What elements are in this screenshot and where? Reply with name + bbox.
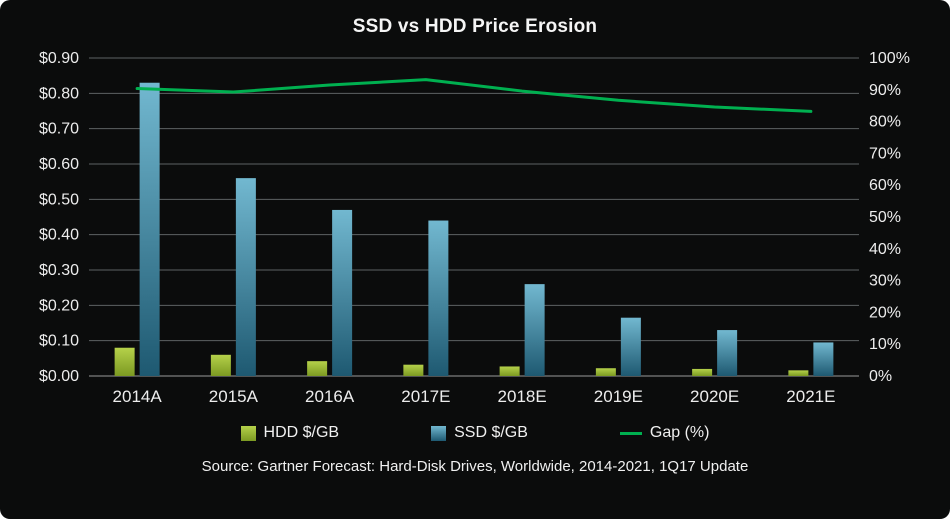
x-axis-label: 2019E [594,387,643,406]
right-axis-label: 60% [869,177,901,194]
ssd-bar [717,330,738,376]
x-axis-label: 2014A [113,387,163,406]
ssd-bar [524,284,545,376]
gap-line [135,78,813,113]
right-axis-label: 20% [869,304,901,321]
right-axis-label: 100% [869,50,910,67]
ssd-bar [620,317,641,376]
left-axis-label: $0.00 [39,368,79,385]
right-axis-label: 70% [869,145,901,162]
legend-label-ssd: SSD $/GB [454,424,528,441]
left-axis-label: $0.10 [39,333,79,350]
right-axis-label: 50% [869,209,901,226]
right-axis-label: 40% [869,241,901,258]
legend-label-hdd: HDD $/GB [263,424,340,441]
hdd-bar [210,354,231,376]
source-note: Source: Gartner Forecast: Hard-Disk Driv… [201,458,749,475]
ssd-bar [813,342,834,376]
left-axis-label: $0.80 [39,85,79,102]
chart-title: SSD vs HDD Price Erosion [352,16,598,37]
right-axis-label: 0% [869,368,892,385]
ssd-bar [332,209,353,376]
left-axis-label: $0.30 [39,262,79,279]
left-axis-label: $0.60 [39,156,79,173]
hdd-bar [595,368,616,376]
hdd-bar [692,368,713,376]
chart-area: $0.00 $0.10 $0.20 $0.30 $0.40 $0.50 $0.60 $0.70… [25,46,925,420]
x-axis-label: 2020E [690,387,739,406]
ssd-bar [139,82,160,376]
ssd-bar [235,178,256,376]
hdd-bar [499,366,520,376]
left-axis-label: $0.50 [39,191,79,208]
legend-label-gap: Gap (%) [649,424,710,441]
legend-swatch-ssd-icon [431,425,447,441]
legend-item-ssd: SSD $/GB [431,424,528,442]
hdd-bar [403,364,424,376]
right-axis-label: 80% [869,114,901,131]
price-erosion-chart: $0.00 $0.10 $0.20 $0.30 $0.40 $0.50 $0.60 $0.70… [39,50,910,406]
x-axis-label: 2018E [498,387,547,406]
left-axis-label: $0.20 [39,297,79,314]
hdd-bar [788,370,809,376]
x-axis-label: 2021E [786,387,835,406]
right-axis-label: 10% [869,336,901,353]
ssd-bar [428,220,449,376]
legend-swatch-hdd-icon [240,425,256,441]
legend-item-hdd: HDD $/GB [240,424,340,442]
hdd-bar [307,361,328,376]
left-axis-label: $0.40 [39,227,79,244]
hdd-bar [114,347,135,376]
right-axis-label: 90% [869,82,901,99]
legend-swatch-gap-line-icon [619,431,642,435]
x-axis-label: 2016A [305,387,355,406]
left-axis-label: $0.70 [39,121,79,138]
x-axis-label: 2017E [401,387,450,406]
chart-legend: HDD $/GB SSD $/GB Gap (%) [0,424,950,442]
right-axis-label: 30% [869,273,901,290]
left-axis-label: $0.90 [39,50,79,67]
legend-item-gap: Gap (%) [619,424,710,442]
x-axis-label: 2015A [209,387,259,406]
